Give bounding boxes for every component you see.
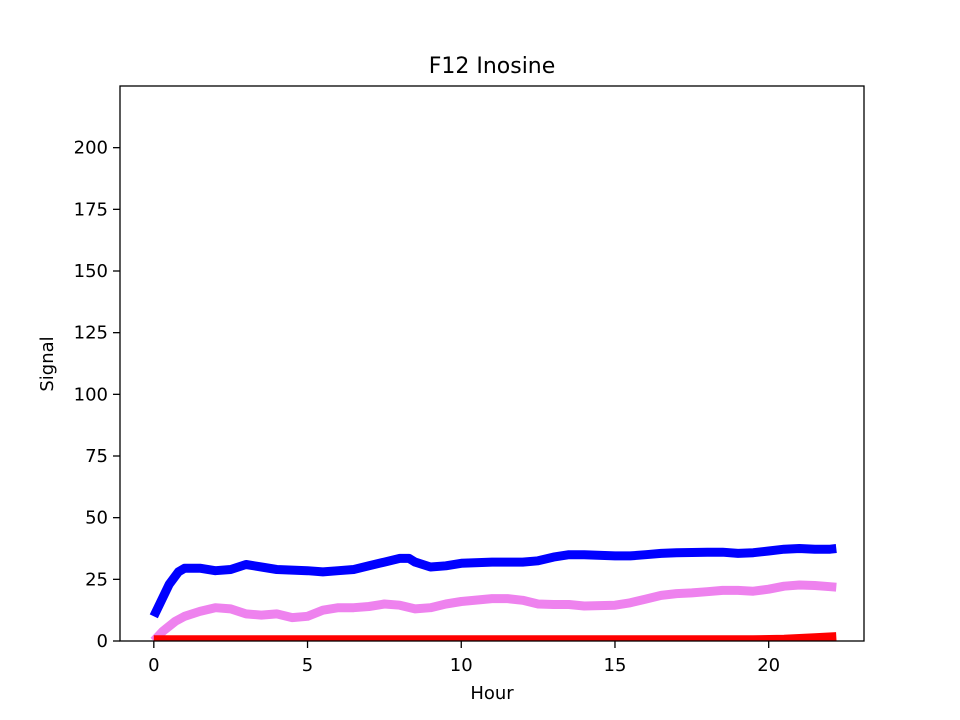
x-tick-label: 10 bbox=[450, 655, 473, 676]
x-tick-label: 15 bbox=[604, 655, 627, 676]
y-tick-label: 175 bbox=[74, 199, 108, 220]
series-layer bbox=[149, 544, 837, 641]
series-line-1 bbox=[149, 544, 837, 619]
y-tick-label: 200 bbox=[74, 138, 108, 159]
y-tick-label: 75 bbox=[85, 446, 108, 467]
y-tick-label: 125 bbox=[74, 323, 108, 344]
y-tick-label: 0 bbox=[97, 631, 108, 652]
y-tick-label: 150 bbox=[74, 261, 108, 282]
y-tick-label: 50 bbox=[85, 508, 108, 529]
x-tick-label: 20 bbox=[757, 655, 780, 676]
chart-title: F12 Inosine bbox=[429, 54, 556, 79]
series-line-2 bbox=[150, 580, 837, 641]
y-tick-label: 25 bbox=[85, 569, 108, 590]
y-axis-label: Signal bbox=[37, 336, 58, 391]
series-line-3 bbox=[153, 632, 837, 641]
y-tick-label: 100 bbox=[74, 384, 108, 405]
x-axis-label: Hour bbox=[470, 683, 514, 704]
x-tick-label: 0 bbox=[148, 655, 159, 676]
plot-frame bbox=[119, 85, 865, 642]
x-tick-label: 5 bbox=[302, 655, 313, 676]
